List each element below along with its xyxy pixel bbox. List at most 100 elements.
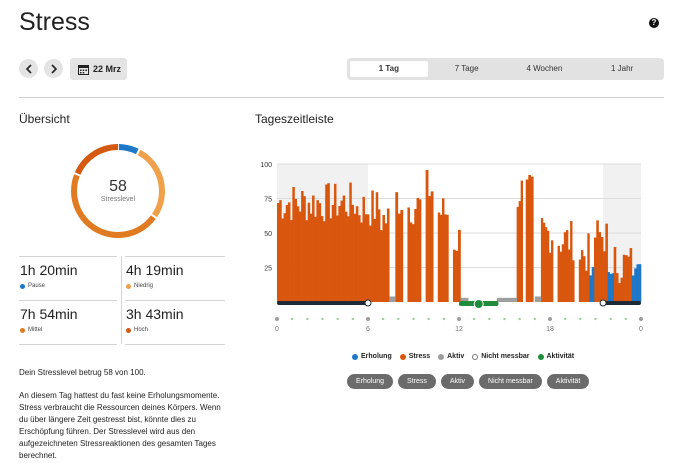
bar-stress bbox=[625, 255, 628, 302]
bar-stress bbox=[327, 183, 330, 302]
stress-summary: Dein Stresslevel betrug 58 von 100. An d… bbox=[19, 367, 229, 462]
stat-label: Niedrig bbox=[134, 283, 154, 289]
bar-stress bbox=[572, 260, 575, 302]
sleep-bar bbox=[277, 301, 368, 305]
bar-stress bbox=[457, 229, 461, 302]
stat-mittel: 7h 54min Mittel bbox=[19, 300, 122, 343]
filter-aktivitaet-button[interactable]: Aktivität bbox=[546, 374, 590, 389]
hour-dot bbox=[488, 317, 491, 321]
bar-stress bbox=[629, 248, 633, 302]
filter-aktiv-button[interactable]: Aktiv bbox=[440, 374, 475, 389]
bar-stress bbox=[349, 182, 352, 302]
bar-stress bbox=[397, 213, 401, 302]
bar-stress bbox=[416, 197, 420, 302]
bar-stress bbox=[323, 221, 326, 302]
bar-stress bbox=[305, 220, 308, 302]
activity-icon bbox=[473, 299, 484, 309]
bar-erholung bbox=[631, 275, 635, 302]
bar-stress bbox=[559, 251, 563, 302]
bar-stress bbox=[285, 204, 289, 302]
bar-stress bbox=[318, 203, 322, 302]
bar-stress bbox=[298, 211, 302, 302]
bar-stress bbox=[622, 254, 626, 302]
bar-stress bbox=[407, 207, 411, 302]
bar-stress bbox=[546, 230, 550, 302]
x-tick-label: 18 bbox=[546, 326, 554, 333]
bar-aktiv bbox=[505, 297, 509, 302]
legend-aktiv: Aktiv bbox=[438, 353, 464, 360]
stat-label: Mittel bbox=[28, 327, 43, 333]
bar-stress bbox=[618, 283, 621, 302]
hour-dot bbox=[624, 317, 628, 321]
filter-nicht-messbar-button[interactable]: Nicht messbar bbox=[479, 374, 542, 389]
bar-stress bbox=[437, 212, 441, 302]
x-tick-label: 12 bbox=[455, 326, 463, 333]
bar-stress bbox=[587, 233, 590, 302]
stat-label: Hoch bbox=[134, 327, 149, 333]
stat-divider bbox=[19, 300, 117, 301]
bar-aktiv bbox=[510, 297, 513, 302]
bar-stress bbox=[358, 215, 361, 302]
hour-dot bbox=[351, 317, 355, 321]
stat-divider bbox=[125, 256, 225, 257]
bar-stress bbox=[287, 202, 291, 302]
filter-erholung-button[interactable]: Erholung bbox=[347, 374, 394, 389]
hour-dot bbox=[639, 317, 643, 321]
stat-value: 3h 43min bbox=[126, 306, 184, 322]
bar-stress bbox=[530, 176, 534, 302]
bar-aktiv bbox=[389, 296, 392, 302]
calendar-icon bbox=[78, 64, 89, 75]
question-circle-icon[interactable]: ? bbox=[649, 18, 659, 28]
tab-1-day[interactable]: 1 Tag bbox=[350, 61, 428, 77]
stat-label: Pause bbox=[28, 283, 46, 289]
tab-1-year[interactable]: 1 Jahr bbox=[611, 64, 634, 73]
bar-stress bbox=[442, 198, 445, 302]
bar-stress bbox=[283, 213, 287, 302]
bar-stress bbox=[411, 224, 415, 302]
stat-value: 4h 19min bbox=[126, 262, 184, 278]
bar-stress bbox=[303, 196, 306, 302]
bar-stress bbox=[452, 249, 456, 302]
stat-pause: 1h 20min Pause bbox=[19, 256, 122, 299]
stress-value: 58 bbox=[109, 178, 127, 195]
bar-stress bbox=[371, 190, 374, 302]
bar-stress bbox=[395, 192, 399, 302]
next-day-button[interactable] bbox=[44, 59, 63, 78]
bar-stress bbox=[444, 214, 447, 302]
bar-stress bbox=[364, 214, 368, 302]
bar-stress bbox=[301, 190, 304, 302]
bar-stress bbox=[296, 206, 300, 302]
bar-stress bbox=[384, 223, 388, 302]
stat-value: 7h 54min bbox=[20, 306, 78, 322]
bar-stress bbox=[329, 218, 333, 302]
bar-stress bbox=[382, 214, 385, 302]
range-tabs: 1 Tag 7 Tage 4 Wochen 1 Jahr bbox=[347, 58, 664, 80]
bar-stress bbox=[583, 256, 586, 302]
previous-day-button[interactable] bbox=[19, 59, 38, 78]
bar-aktiv bbox=[499, 297, 502, 302]
bar-aktiv bbox=[507, 297, 511, 302]
chevron-right-icon bbox=[50, 63, 57, 74]
bar-stress bbox=[414, 209, 417, 302]
bar-stress bbox=[613, 246, 617, 302]
bar-stress bbox=[544, 227, 548, 302]
date-picker-button[interactable]: 22 Mrz bbox=[70, 58, 127, 80]
bar-erholung bbox=[636, 264, 640, 302]
hour-dot bbox=[321, 317, 324, 321]
date-label: 22 Mrz bbox=[93, 64, 122, 74]
tab-4-weeks[interactable]: 4 Wochen bbox=[526, 64, 563, 73]
hour-dot bbox=[594, 317, 597, 321]
hour-dot bbox=[579, 317, 582, 321]
tab-7-days[interactable]: 7 Tage bbox=[454, 64, 479, 73]
hour-dot bbox=[397, 317, 400, 321]
y-tick-label: 50 bbox=[264, 231, 272, 238]
bar-stress bbox=[528, 174, 532, 302]
filter-stress-button[interactable]: Stress bbox=[398, 374, 436, 389]
bar-stress bbox=[518, 201, 521, 302]
bar-aktiv bbox=[536, 296, 540, 302]
hour-dot bbox=[548, 317, 552, 321]
stat-divider bbox=[121, 256, 122, 344]
bar-aktiv bbox=[534, 296, 538, 302]
bar-stress bbox=[320, 216, 324, 302]
bar-aktiv bbox=[496, 297, 500, 302]
